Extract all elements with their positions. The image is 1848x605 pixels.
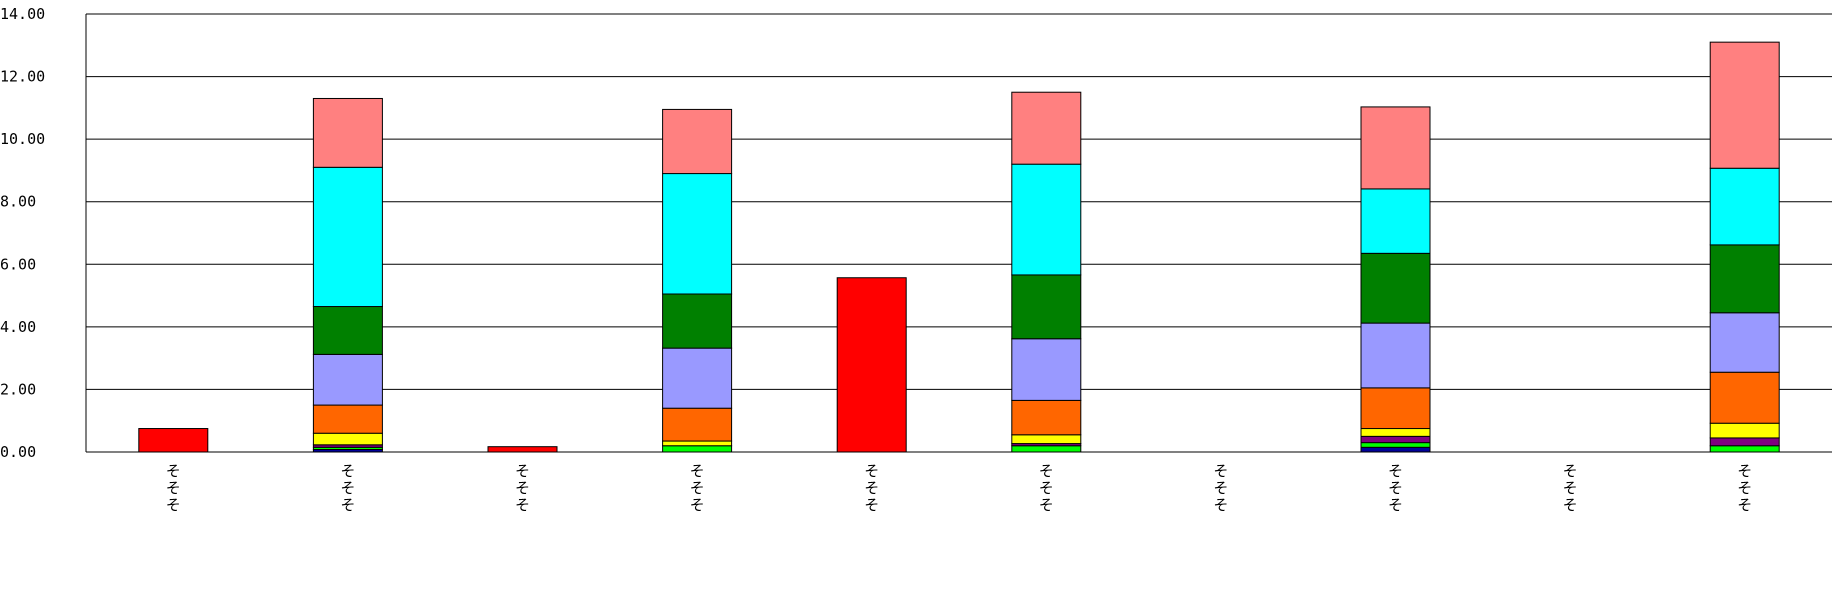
bar-segment bbox=[1709, 312, 1780, 373]
y-tick-label: 4.00 bbox=[0, 318, 36, 336]
x-category-label: そそそ bbox=[690, 462, 705, 514]
bar-segment bbox=[662, 407, 733, 442]
y-tick-label: 6.00 bbox=[0, 255, 36, 273]
bar-segment bbox=[1011, 91, 1082, 165]
bar-segment bbox=[312, 166, 383, 308]
y-tick-label: 12.00 bbox=[0, 68, 45, 86]
bar-segment bbox=[1011, 434, 1082, 445]
bar-segment bbox=[1011, 274, 1082, 340]
bar-segment bbox=[1011, 163, 1082, 276]
y-tick-label: 0.00 bbox=[0, 443, 36, 461]
bar-segment bbox=[662, 293, 733, 349]
bar-segment bbox=[1011, 338, 1082, 401]
y-tick-label: 14.00 bbox=[0, 5, 45, 23]
y-axis-tick-labels: 0.00 2.00 4.00 6.00 8.00 10.00 12.00 14.00 bbox=[0, 5, 45, 461]
bar-segment bbox=[662, 173, 733, 295]
bar-segment bbox=[1011, 399, 1082, 436]
bar-segment bbox=[1011, 445, 1082, 453]
bar-segment bbox=[662, 440, 733, 447]
bar-segment bbox=[1709, 244, 1780, 314]
bar-segment bbox=[1360, 106, 1431, 190]
bar-segment bbox=[312, 97, 383, 168]
bar-segment bbox=[1709, 422, 1780, 439]
bar-segment bbox=[662, 445, 733, 453]
x-category-label: そそそ bbox=[1388, 462, 1403, 514]
axes bbox=[85, 14, 1832, 453]
bar-segment bbox=[312, 432, 383, 446]
bar-segment bbox=[1360, 322, 1431, 389]
y-tick-label: 8.00 bbox=[0, 193, 36, 211]
bar-segment bbox=[1360, 188, 1431, 254]
bar-segment bbox=[1709, 41, 1780, 169]
x-category-label: そそそ bbox=[1563, 462, 1578, 514]
bar-segment bbox=[1360, 446, 1431, 453]
x-category-label: そそそ bbox=[864, 462, 879, 514]
x-category-label: そそそ bbox=[1039, 462, 1054, 514]
bar-segment bbox=[138, 428, 209, 453]
x-category-label: そそそ bbox=[1737, 462, 1752, 514]
bar-segment bbox=[662, 347, 733, 409]
bar-segment bbox=[1360, 435, 1431, 444]
x-category-label: そそそ bbox=[515, 462, 530, 514]
bar-segment bbox=[487, 446, 558, 453]
bar-segment bbox=[312, 306, 383, 355]
bar-segment bbox=[1360, 252, 1431, 324]
x-category-label: そそそ bbox=[166, 462, 181, 514]
x-category-label: そそそ bbox=[340, 462, 355, 514]
bar-segment bbox=[312, 404, 383, 434]
x-category-label: そそそ bbox=[1213, 462, 1228, 514]
bar-segment bbox=[1709, 167, 1780, 246]
y-tick-label: 10.00 bbox=[0, 130, 45, 148]
bar-segment bbox=[662, 108, 733, 175]
bar-segment bbox=[1360, 442, 1431, 448]
bar-segment bbox=[1709, 371, 1780, 424]
bar-segment bbox=[836, 277, 907, 453]
y-tick-label: 2.00 bbox=[0, 380, 36, 398]
bar-segment bbox=[312, 353, 383, 406]
bar-segment bbox=[1360, 428, 1431, 437]
bar-segment bbox=[1360, 387, 1431, 430]
bars bbox=[138, 41, 1780, 453]
bar-segment bbox=[1709, 445, 1780, 453]
category-labels: そそそ そそそ そそそ そそそ そそそ そそそ そそそ そそそ そそそ そそそ bbox=[166, 462, 1752, 514]
bar-segment bbox=[1709, 437, 1780, 447]
